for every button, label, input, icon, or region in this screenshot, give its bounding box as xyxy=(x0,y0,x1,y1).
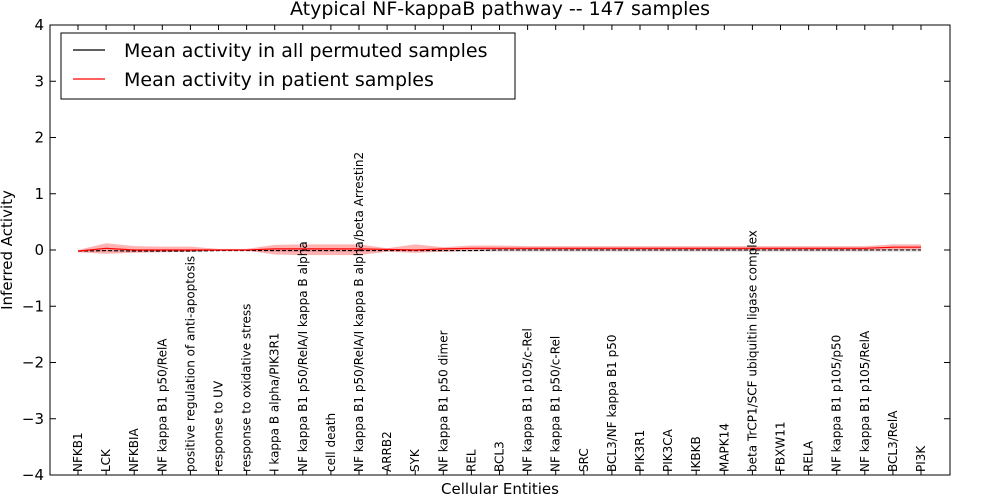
series-1-point-7 xyxy=(274,248,276,250)
x-tick-label-20: PIK3R1 xyxy=(633,430,647,472)
y-tick-label-5: 1 xyxy=(34,185,44,203)
x-tick-label-8: NF kappa B1 p50/RelA/I kappa B alpha xyxy=(296,241,310,472)
series-1-point-19 xyxy=(611,247,613,249)
series-1-point-28 xyxy=(864,247,866,249)
series-1-point-21 xyxy=(667,247,669,249)
series-1-point-14 xyxy=(470,247,472,249)
series-1-point-25 xyxy=(779,247,781,249)
x-tick-label-29: BCL3/RelA xyxy=(886,410,900,472)
series-1-point-4 xyxy=(189,249,191,251)
x-tick-label-28: NF kappa B1 p105/RelA xyxy=(858,330,872,472)
series-0-point-29 xyxy=(892,249,894,251)
x-tick-label-17: NF kappa B1 p50/c-Rel xyxy=(549,336,563,472)
x-tick-label-2: NFKBIA xyxy=(127,427,141,472)
series-line-1 xyxy=(77,246,921,252)
x-tick-label-6: response to oxidative stress xyxy=(240,304,254,472)
series-0-point-30 xyxy=(920,249,922,251)
x-tick-label-9: cell death xyxy=(324,413,338,472)
x-tick-label-23: MAPK14 xyxy=(717,423,731,472)
y-tick-label-2: −2 xyxy=(22,354,44,372)
series-1-point-5 xyxy=(217,249,219,251)
legend: Mean activity in all permuted samples Me… xyxy=(60,32,516,100)
x-tick-label-14: REL xyxy=(464,449,478,472)
series-1-point-3 xyxy=(161,249,163,251)
x-tick-label-4: positive regulation of anti-apoptosis xyxy=(183,256,197,472)
series-1-point-15 xyxy=(498,247,500,249)
series-1-point-20 xyxy=(639,247,641,249)
legend-box xyxy=(60,32,516,100)
y-tick-label-4: 0 xyxy=(34,241,44,259)
series-0-point-1 xyxy=(105,249,107,251)
series-1-point-6 xyxy=(245,249,247,251)
x-tick-label-10: NF kappa B1 p50/RelA/I kappa B alpha/bet… xyxy=(352,152,366,472)
series-1-point-13 xyxy=(442,248,444,250)
y-tick-label-8: 4 xyxy=(34,16,44,34)
y-tick-label-7: 3 xyxy=(34,72,44,90)
series-1-point-22 xyxy=(695,247,697,249)
x-tick-label-22: IKBKB xyxy=(689,436,703,472)
series-1-point-26 xyxy=(807,247,809,249)
x-tick-label-13: NF kappa B1 p50 dimer xyxy=(436,330,450,472)
y-tick-label-0: −4 xyxy=(22,466,44,484)
x-tick-label-15: BCL3 xyxy=(493,441,507,472)
chart-title: Atypical NF-kappaB pathway -- 147 sample… xyxy=(290,0,710,20)
x-tick-label-18: SRC xyxy=(577,448,591,472)
y-tick-label-1: −3 xyxy=(22,410,44,428)
x-tick-label-7: I kappa B alpha/PIK3R1 xyxy=(268,333,282,472)
series-1-point-0 xyxy=(77,250,79,252)
x-tick-label-26: RELA xyxy=(802,440,816,472)
series-1-point-23 xyxy=(723,247,725,249)
x-tick-label-5: response to UV xyxy=(212,380,226,472)
x-tick-label-21: PIK3CA xyxy=(661,428,675,472)
series-1-point-12 xyxy=(414,249,416,251)
x-axis-label: Cellular Entities xyxy=(441,480,559,498)
series-1-point-18 xyxy=(583,247,585,249)
series-1-point-2 xyxy=(133,249,135,251)
series-1-point-27 xyxy=(836,247,838,249)
x-tick-label-11: ARRB2 xyxy=(380,431,394,472)
series-1-point-16 xyxy=(526,247,528,249)
x-tick-label-12: SYK xyxy=(408,448,422,472)
x-tick-label-1: LCK xyxy=(99,448,113,472)
series-1-point-30 xyxy=(920,246,922,248)
series-1-point-29 xyxy=(892,246,894,248)
legend-label-permuted: Mean activity in all permuted samples xyxy=(124,40,487,62)
plot-area: −4 −3 −2 −1 0 1 2 3 4 NFKB1 LCK NFKBIA NF kappa B1 p… xyxy=(22,16,951,484)
series-1-point-9 xyxy=(330,248,332,250)
x-tick-label-3: NF kappa B1 p50/RelA xyxy=(155,338,169,472)
y-tick-label-6: 2 xyxy=(34,129,44,147)
series-1-point-1 xyxy=(105,247,107,249)
series-1-point-11 xyxy=(386,248,388,250)
y-tick-label-3: −1 xyxy=(22,297,44,315)
y-axis-label: Inferred Activity xyxy=(0,190,16,310)
series-1-point-17 xyxy=(555,247,557,249)
legend-label-patient: Mean activity in patient samples xyxy=(124,69,434,91)
x-tick-label-24: beta TrCP1/SCF ubiquitin ligase complex xyxy=(745,230,759,472)
x-tick-label-16: NF kappa B1 p105/c-Rel xyxy=(521,328,535,472)
series-band-1 xyxy=(78,243,921,256)
x-tick-label-30: PI3K xyxy=(914,445,928,472)
x-tick-label-19: BCL3/NF kappa B1 p50 xyxy=(605,334,619,472)
x-tick-label-25: FBXW11 xyxy=(774,422,788,473)
series-0-point-14 xyxy=(470,249,472,251)
x-tick-label-0: NFKB1 xyxy=(71,432,85,472)
x-tick-label-27: NF kappa B1 p105/p50 xyxy=(830,335,844,472)
